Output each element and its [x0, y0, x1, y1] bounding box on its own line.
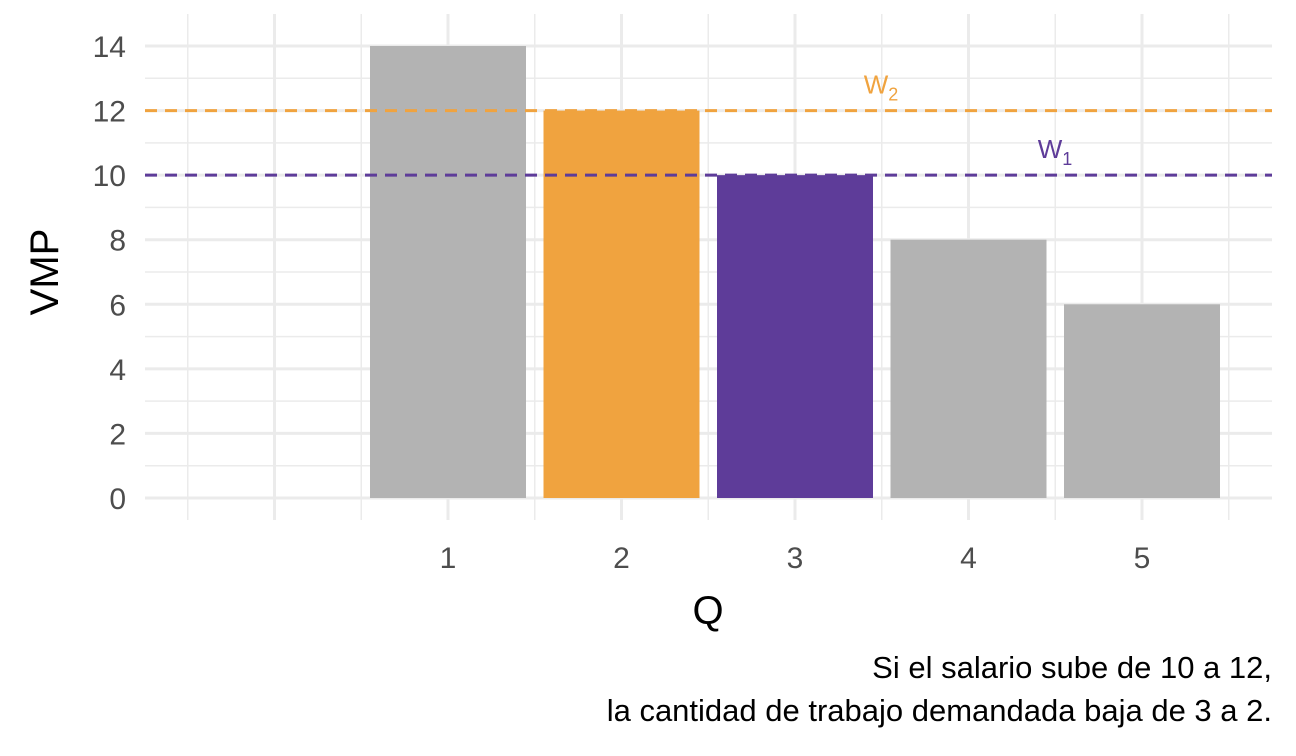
caption-line-2: la cantidad de trabajo demandada baja de… [606, 693, 1272, 728]
bar-q5 [1064, 304, 1220, 498]
y-tick-6: 6 [109, 289, 126, 322]
wage-lines: W2 W1 [145, 70, 1272, 177]
y-tick-12: 12 [93, 96, 126, 129]
x-tick-4: 4 [960, 542, 977, 575]
bar-q4 [890, 239, 1047, 498]
bar-q2 [543, 110, 700, 499]
y-tick-14: 14 [93, 31, 126, 64]
bar-q3 [717, 175, 873, 498]
x-axis-title: Q [692, 589, 723, 633]
y-tick-labels: 0 2 4 6 8 10 12 14 [93, 31, 126, 516]
x-tick-2: 2 [613, 542, 630, 575]
y-tick-2: 2 [109, 418, 126, 451]
caption: Si el salario sube de 10 a 12, la cantid… [607, 646, 1272, 732]
y-tick-10: 10 [93, 160, 126, 193]
y-tick-0: 0 [109, 483, 126, 516]
x-tick-labels: 1 2 3 4 5 [440, 542, 1151, 575]
wage-label-w1: W1 [1038, 134, 1073, 169]
y-tick-4: 4 [109, 354, 126, 387]
x-tick-3: 3 [787, 542, 804, 575]
y-tick-8: 8 [109, 225, 126, 258]
wage-label-w2: W2 [864, 70, 899, 105]
x-tick-5: 5 [1134, 542, 1151, 575]
bars [370, 46, 1220, 499]
bar-q1 [370, 46, 526, 498]
x-tick-1: 1 [440, 542, 457, 575]
y-axis-title: VMP [23, 229, 67, 316]
caption-line-1: Si el salario sube de 10 a 12, [872, 650, 1272, 685]
